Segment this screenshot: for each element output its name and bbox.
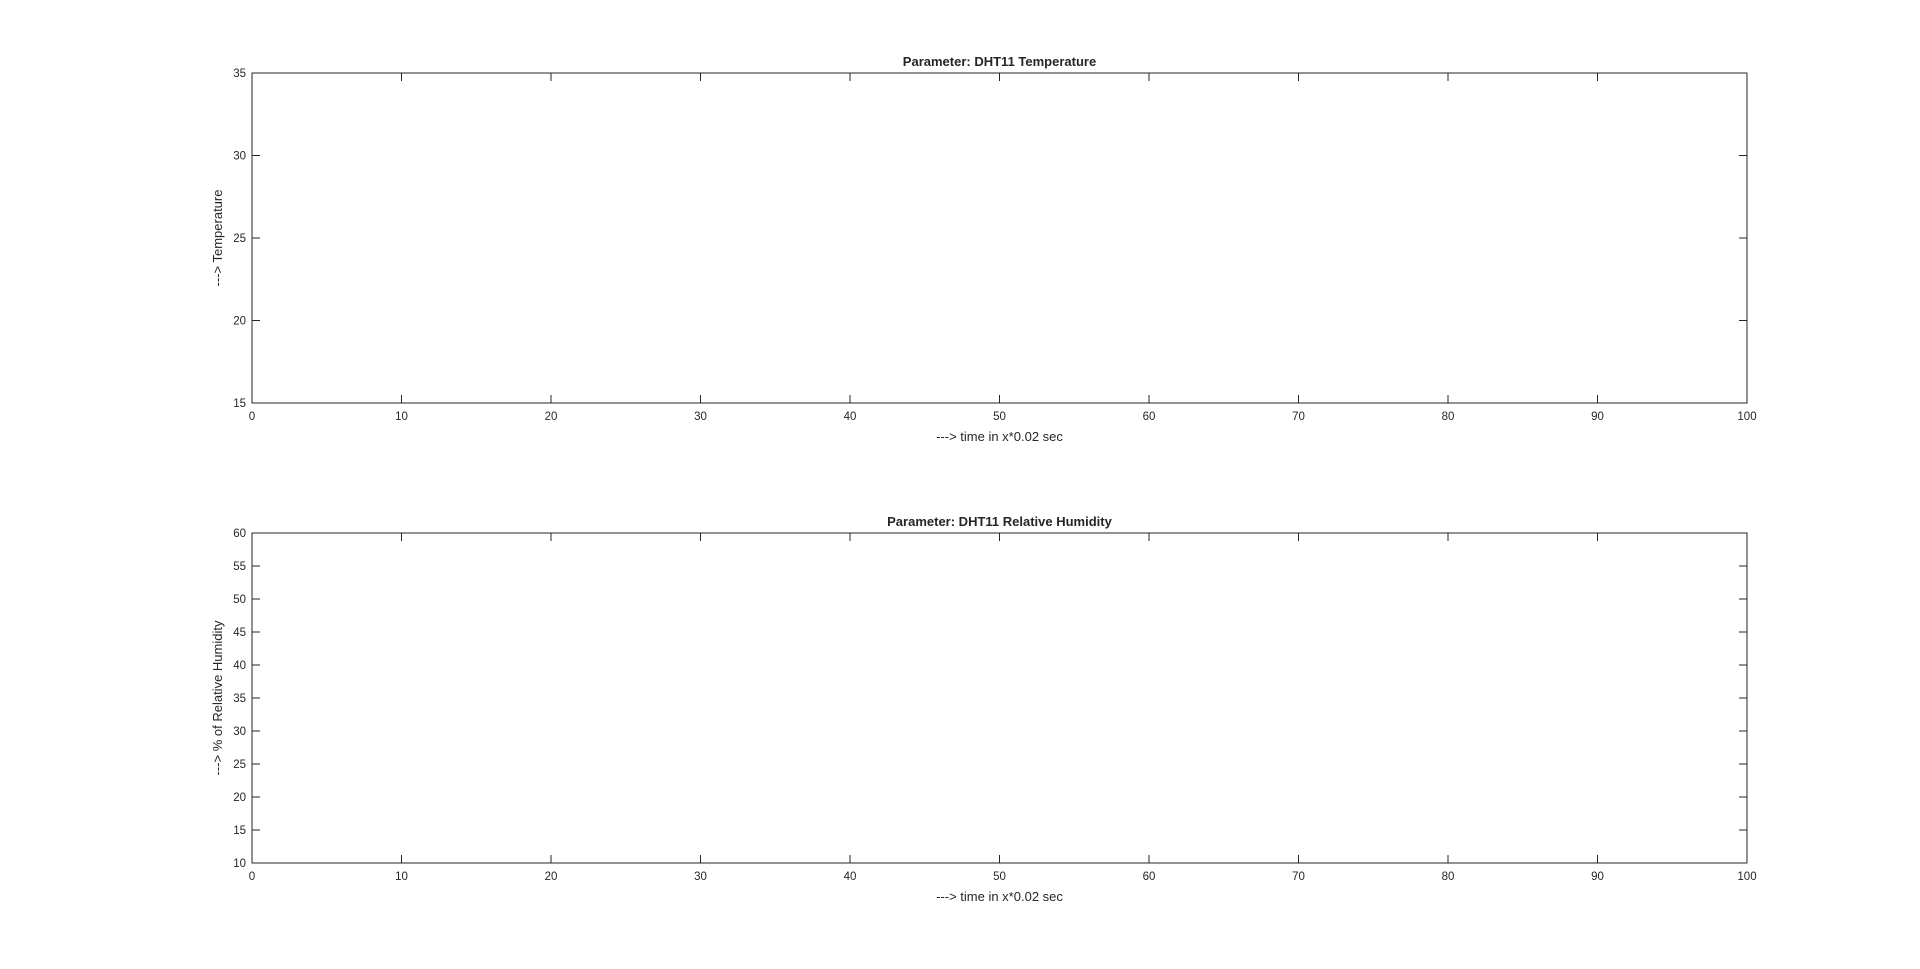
y-tick-label: 30 xyxy=(233,151,246,163)
x-tick-label: 30 xyxy=(694,411,707,423)
x-tick-label: 70 xyxy=(1292,871,1305,883)
x-axis-label: ---> time in x*0.02 sec xyxy=(936,889,1063,904)
chart-2: 0 10 20 30 40 50 60 70 80 90 100101520253035404550… xyxy=(210,514,1757,904)
chart-title: Parameter: DHT11 Relative Humidity xyxy=(887,514,1112,529)
y-tick-label: 25 xyxy=(233,233,246,245)
x-axis-label: ---> time in x*0.02 sec xyxy=(936,429,1063,444)
x-tick-label: 50 xyxy=(993,411,1006,423)
y-tick-label: 40 xyxy=(233,660,246,672)
x-tick-label: 10 xyxy=(395,411,408,423)
y-axis-label: ---> % of Relative Humidity xyxy=(210,620,225,775)
chart-title: Parameter: DHT11 Temperature xyxy=(903,54,1096,69)
x-tick-label: 70 xyxy=(1292,411,1305,423)
x-tick-label: 100 xyxy=(1737,411,1756,423)
y-tick-label: 35 xyxy=(233,68,246,80)
axes-box xyxy=(251,72,1748,404)
y-tick-label: 20 xyxy=(233,792,246,804)
y-tick-label: 35 xyxy=(233,693,246,705)
x-tick-label: 20 xyxy=(545,411,558,423)
chart-1: 0 10 20 30 40 50 60 70 80 90 100 15 20 25 30 35 Paramete… xyxy=(210,54,1757,444)
x-tick-label: 40 xyxy=(844,411,857,423)
y-tick-label: 15 xyxy=(233,398,246,410)
axes-box xyxy=(251,532,1748,864)
x-tick-label: 90 xyxy=(1591,411,1604,423)
x-tick-label: 50 xyxy=(993,871,1006,883)
x-tick-label: 80 xyxy=(1442,871,1455,883)
x-tick-label: 20 xyxy=(545,871,558,883)
y-axis-label: ---> Temperature xyxy=(210,190,225,287)
y-tick-label: 30 xyxy=(233,726,246,738)
y-tick-label: 50 xyxy=(233,594,246,606)
x-tick-label: 60 xyxy=(1143,871,1156,883)
x-tick-label: 60 xyxy=(1143,411,1156,423)
x-tick-label: 0 xyxy=(249,411,255,423)
y-tick-label: 25 xyxy=(233,759,246,771)
x-tick-label: 100 xyxy=(1737,871,1756,883)
y-tick-label: 15 xyxy=(233,825,246,837)
x-tick-label: 30 xyxy=(694,871,707,883)
x-tick-label: 40 xyxy=(844,871,857,883)
y-tick-label: 10 xyxy=(233,858,246,870)
x-tick-label: 80 xyxy=(1442,411,1455,423)
x-tick-label: 10 xyxy=(395,871,408,883)
y-tick-label: 45 xyxy=(233,627,246,639)
y-tick-label: 60 xyxy=(233,528,246,540)
y-tick-label: 20 xyxy=(233,316,246,328)
y-tick-label: 55 xyxy=(233,561,246,573)
x-tick-label: 0 xyxy=(249,871,255,883)
x-tick-label: 90 xyxy=(1591,871,1604,883)
